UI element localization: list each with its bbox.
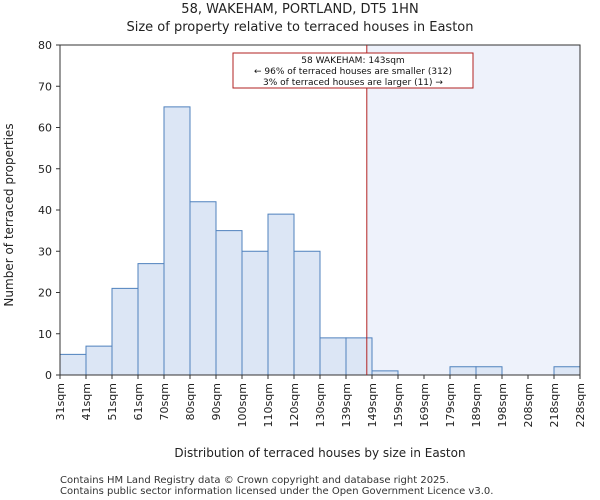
y-tick-label: 70 — [38, 80, 52, 93]
y-tick-label: 50 — [38, 163, 52, 176]
x-tick-label-198sqm: 198sqm — [496, 383, 509, 427]
x-tick-label-100sqm: 100sqm — [236, 383, 249, 427]
chart-subtitle: Size of property relative to terraced ho… — [126, 20, 473, 35]
y-tick-label: 40 — [38, 204, 52, 217]
footer-line-1: Contains HM Land Registry data © Crown c… — [60, 475, 449, 486]
bar-149sqm — [371, 370, 399, 376]
bar-70sqm — [163, 106, 191, 376]
y-tick-label: 20 — [38, 287, 52, 300]
x-tick-label-179sqm: 179sqm — [444, 383, 457, 427]
y-tick-label: 0 — [45, 369, 52, 382]
x-tick-label-149sqm: 149sqm — [366, 383, 379, 427]
highlight-region — [366, 45, 580, 375]
y-tick-label: 60 — [38, 122, 52, 135]
y-tick-label: 80 — [38, 39, 52, 52]
x-tick-label-70sqm: 70sqm — [158, 383, 171, 420]
bars-group — [59, 106, 581, 376]
x-tick-label-41sqm: 41sqm — [80, 383, 93, 420]
x-tick-label-90sqm: 90sqm — [210, 383, 223, 420]
bar-218sqm — [553, 366, 581, 376]
bar-61sqm — [137, 263, 165, 376]
x-tick-label-51sqm: 51sqm — [106, 383, 119, 420]
bar-51sqm — [111, 287, 139, 376]
x-tick-label-218sqm: 218sqm — [548, 383, 561, 427]
bar-80sqm — [189, 201, 217, 376]
y-ticks-group: 0 10 20 30 40 50 60 70 80 — [38, 39, 60, 382]
bar-179sqm — [449, 366, 477, 376]
x-tick-label-120sqm: 120sqm — [288, 383, 301, 427]
bar-41sqm — [85, 345, 113, 376]
bar-100sqm — [241, 250, 269, 376]
y-tick-label: 10 — [38, 328, 52, 341]
x-tick-label-31sqm: 31sqm — [54, 383, 67, 420]
annotation-box — [232, 52, 474, 89]
bar-120sqm — [293, 250, 321, 376]
x-tick-label-80sqm: 80sqm — [184, 383, 197, 420]
x-tick-label-130sqm: 130sqm — [314, 383, 327, 427]
annotation-line-2: ← 96% of terraced houses are smaller (31… — [254, 67, 452, 77]
x-tick-label-208sqm: 208sqm — [522, 383, 535, 427]
x-ticks-group: 31sqm 41sqm 51sqm 61sqm 70sqm 80sqm 90sqm 100sq… — [54, 375, 587, 427]
bar-130sqm — [319, 337, 347, 376]
x-tick-label-139sqm: 139sqm — [340, 383, 353, 427]
x-axis-label: Distribution of terraced houses by size … — [174, 446, 465, 460]
y-axis-label: Number of terraced properties — [2, 123, 16, 306]
bar-189sqm — [475, 366, 503, 376]
x-tick-label-228sqm: 228sqm — [574, 383, 587, 427]
plot-frame — [59, 44, 581, 376]
x-tick-label-189sqm: 189sqm — [470, 383, 483, 427]
annotation-line-3: 3% of terraced houses are larger (11) → — [263, 78, 443, 88]
bar-90sqm — [215, 230, 243, 376]
x-tick-label-110sqm: 110sqm — [262, 383, 275, 427]
footer-line-2: Contains public sector information licen… — [60, 486, 493, 497]
bar-110sqm — [267, 213, 295, 376]
bar-31sqm — [59, 353, 87, 376]
bar-139sqm — [345, 337, 373, 376]
x-tick-label-169sqm: 169sqm — [418, 383, 431, 427]
y-tick-label: 30 — [38, 245, 52, 258]
chart-title: 58, WAKEHAM, PORTLAND, DT5 1HN — [181, 2, 418, 17]
x-tick-label-61sqm: 61sqm — [132, 383, 145, 420]
annotation-line-1: 58 WAKEHAM: 143sqm — [301, 56, 404, 66]
x-tick-label-159sqm: 159sqm — [392, 383, 405, 427]
